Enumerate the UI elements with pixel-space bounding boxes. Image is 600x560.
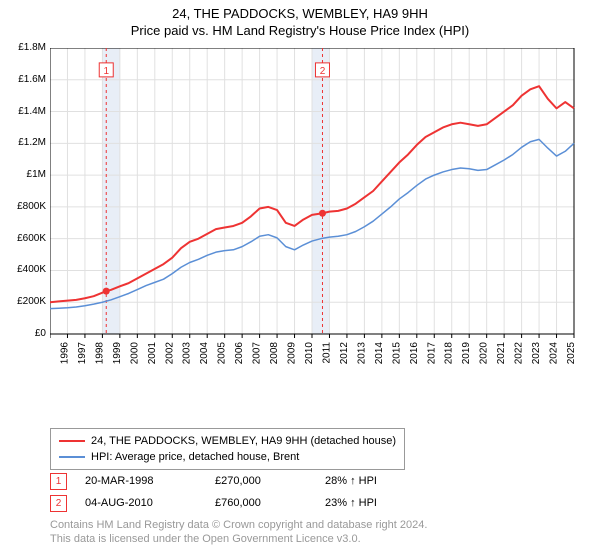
footer-note: Contains HM Land Registry data © Crown c… [50, 518, 427, 546]
svg-text:2010: 2010 [304, 342, 315, 365]
svg-text:2005: 2005 [217, 342, 228, 365]
svg-text:2006: 2006 [234, 342, 245, 365]
chart-area: 1995 1996 1997 1998 1999 2000 2001 2002 2003 2004… [50, 48, 580, 378]
ytick-label: £1M [6, 169, 46, 180]
svg-text:2: 2 [320, 66, 326, 77]
svg-text:2020: 2020 [479, 342, 490, 365]
svg-text:2012: 2012 [339, 342, 350, 365]
sales-table: 1 20-MAR-1998 £270,000 28% ↑ HPI 2 04-AU… [50, 470, 377, 514]
ytick-label: £600K [6, 233, 46, 244]
ytick-label: £1.2M [6, 137, 46, 148]
svg-text:2017: 2017 [426, 342, 437, 365]
svg-text:2019: 2019 [461, 342, 472, 365]
legend-label-price-paid: 24, THE PADDOCKS, WEMBLEY, HA9 9HH (deta… [91, 433, 396, 449]
sale-badge-2: 2 [50, 495, 67, 512]
svg-text:2024: 2024 [549, 342, 560, 365]
ytick-label: £800K [6, 201, 46, 212]
legend-row-hpi: HPI: Average price, detached house, Bren… [59, 449, 396, 465]
svg-text:2023: 2023 [531, 342, 542, 365]
legend-box: 24, THE PADDOCKS, WEMBLEY, HA9 9HH (deta… [50, 428, 405, 470]
ytick-label: £1.8M [6, 42, 46, 53]
sale-price-1: £270,000 [215, 475, 325, 487]
svg-text:2009: 2009 [287, 342, 298, 365]
chart-container: 24, THE PADDOCKS, WEMBLEY, HA9 9HH Price… [0, 0, 600, 560]
ytick-label: £200K [6, 296, 46, 307]
ytick-label: £1.6M [6, 74, 46, 85]
sale-delta-1: 28% ↑ HPI [325, 475, 377, 487]
svg-text:1996: 1996 [59, 342, 70, 365]
footer-line-2: This data is licensed under the Open Gov… [50, 532, 427, 546]
footer-line-1: Contains HM Land Registry data © Crown c… [50, 518, 427, 532]
svg-text:1999: 1999 [112, 342, 123, 365]
svg-text:2016: 2016 [409, 342, 420, 365]
svg-text:2008: 2008 [269, 342, 280, 365]
title-line-1: 24, THE PADDOCKS, WEMBLEY, HA9 9HH [0, 6, 600, 21]
sale-row-2: 2 04-AUG-2010 £760,000 23% ↑ HPI [50, 492, 377, 514]
legend-swatch-price-paid [59, 440, 85, 442]
ytick-label: £0 [6, 328, 46, 339]
svg-text:2003: 2003 [182, 342, 193, 365]
sale-price-2: £760,000 [215, 497, 325, 509]
svg-text:2007: 2007 [252, 342, 263, 365]
sale-date-2: 04-AUG-2010 [85, 497, 215, 509]
svg-text:2001: 2001 [147, 342, 158, 365]
svg-text:2000: 2000 [129, 342, 140, 365]
svg-text:2025: 2025 [566, 342, 577, 365]
title-line-2: Price paid vs. HM Land Registry's House … [0, 23, 600, 38]
svg-text:2014: 2014 [374, 342, 385, 365]
ytick-label: £400K [6, 264, 46, 275]
svg-text:2002: 2002 [164, 342, 175, 365]
svg-text:1998: 1998 [94, 342, 105, 365]
title-block: 24, THE PADDOCKS, WEMBLEY, HA9 9HH Price… [0, 0, 600, 38]
sale-row-1: 1 20-MAR-1998 £270,000 28% ↑ HPI [50, 470, 377, 492]
sale-date-1: 20-MAR-1998 [85, 475, 215, 487]
svg-text:2015: 2015 [391, 342, 402, 365]
svg-text:1995: 1995 [50, 342, 53, 365]
legend-row-price-paid: 24, THE PADDOCKS, WEMBLEY, HA9 9HH (deta… [59, 433, 396, 449]
svg-text:1: 1 [103, 66, 109, 77]
chart-svg: 1995 1996 1997 1998 1999 2000 2001 2002 2003 2004… [50, 48, 580, 428]
svg-text:2021: 2021 [496, 342, 507, 365]
svg-text:2022: 2022 [514, 342, 525, 365]
svg-text:2013: 2013 [356, 342, 367, 365]
legend-swatch-hpi [59, 456, 85, 458]
svg-text:2018: 2018 [444, 342, 455, 365]
ytick-label: £1.4M [6, 106, 46, 117]
sale-delta-2: 23% ↑ HPI [325, 497, 377, 509]
svg-text:1997: 1997 [77, 342, 88, 365]
sale-badge-1: 1 [50, 473, 67, 490]
svg-text:2004: 2004 [199, 342, 210, 365]
legend-label-hpi: HPI: Average price, detached house, Bren… [91, 449, 299, 465]
svg-text:2011: 2011 [321, 342, 332, 364]
